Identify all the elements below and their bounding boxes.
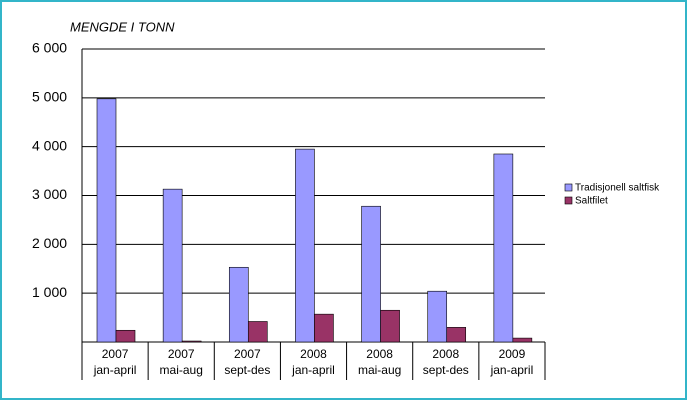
x-tick-label: mai-aug (160, 363, 203, 377)
y-tick-label: 2 000 (32, 235, 67, 251)
legend-swatch (564, 196, 573, 205)
x-tick-label: sept-des (224, 363, 270, 377)
y-tick-label: 1 000 (32, 284, 67, 300)
y-tick-label: 6 000 (32, 40, 67, 56)
x-tick-label: 2009 (499, 347, 526, 361)
bar (361, 205, 381, 343)
x-tick-label: mai-aug (358, 363, 401, 377)
legend-label: Tradisjonell saltfisk (575, 183, 660, 194)
x-tick-label: jan-april (291, 363, 335, 377)
y-axis-label: MENGDE I TONN (70, 19, 175, 34)
bar (295, 148, 315, 343)
y-tick-label: 4 000 (32, 137, 67, 153)
x-tick-label: jan-april (490, 363, 534, 377)
x-tick-label: 2008 (432, 347, 459, 361)
bar (446, 327, 467, 343)
x-tick-label: 2007 (234, 347, 261, 361)
bar (115, 329, 136, 343)
x-tick-label: sept-des (423, 363, 469, 377)
legend-swatch (564, 183, 573, 192)
x-tick-label: 2008 (366, 347, 393, 361)
bar (427, 290, 448, 343)
x-tick-label: 2008 (300, 347, 327, 361)
x-tick-label: 2007 (102, 347, 129, 361)
y-tick-label: 5 000 (32, 89, 67, 105)
bar (162, 188, 183, 343)
legend-label: Saltfilet (575, 196, 608, 207)
bar (380, 309, 400, 343)
x-tick-label: 2007 (168, 347, 195, 361)
bar (228, 266, 249, 343)
bar (314, 313, 334, 343)
bar (96, 98, 117, 343)
x-tick-label: jan-april (93, 363, 137, 377)
y-tick-label: 3 000 (32, 186, 67, 202)
bar (512, 337, 533, 343)
bar (181, 340, 202, 343)
bar (247, 321, 268, 343)
bar (493, 153, 514, 343)
